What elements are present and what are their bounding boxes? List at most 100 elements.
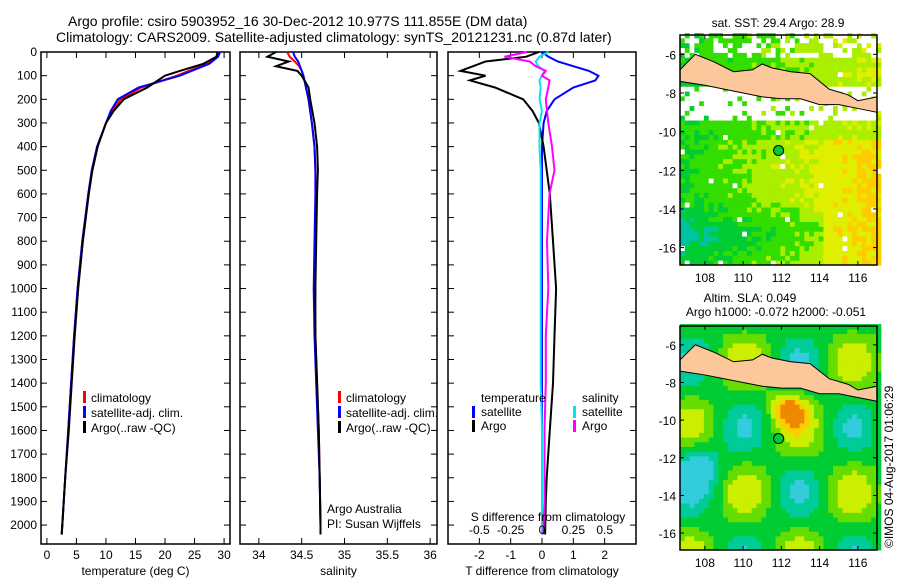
map-cell [828, 236, 834, 242]
map-cell [823, 250, 829, 256]
map-cell [761, 512, 767, 518]
map-cell [794, 342, 801, 349]
map-cell [823, 404, 829, 410]
x-axis-label: temperature (deg C) [81, 564, 189, 578]
map-cell [794, 187, 801, 194]
map-cell [756, 255, 762, 261]
map-cell [737, 451, 743, 457]
map-cell [780, 37, 786, 44]
map-cell [861, 441, 867, 447]
map-cell [742, 526, 748, 532]
map-cell [856, 535, 863, 542]
map-cell [876, 115, 882, 121]
map-cell [818, 342, 824, 349]
map-cell [742, 328, 748, 335]
map-cell [684, 493, 691, 499]
map-cell [770, 95, 777, 102]
map-cell [799, 202, 805, 208]
map-cell [751, 221, 758, 227]
map-cell [799, 197, 805, 203]
map-cell [813, 62, 820, 68]
map-cell [751, 192, 758, 198]
map-cell [794, 446, 801, 452]
map-cell [699, 95, 705, 102]
map-cell [742, 512, 748, 518]
map-cell [856, 333, 863, 339]
map-cell [852, 57, 858, 63]
map-cell [699, 531, 705, 537]
map-cell [742, 399, 748, 405]
map-cell [837, 236, 844, 242]
map-cell [804, 202, 810, 208]
map-cell [861, 498, 867, 504]
map-cell [813, 182, 820, 189]
map-cell [732, 437, 738, 443]
map-cell [799, 144, 805, 150]
map-cell [775, 163, 781, 169]
map-cell [813, 427, 820, 433]
map-cell [761, 418, 767, 424]
map-cell [742, 437, 748, 443]
map-cell [694, 86, 700, 92]
map-cell [766, 470, 772, 476]
map-cell [861, 488, 867, 495]
map-cell [847, 192, 853, 198]
map-cell [742, 139, 748, 145]
map-cell [766, 446, 772, 452]
map-cell [684, 57, 691, 63]
map-cell [761, 422, 767, 429]
map-cell [737, 526, 743, 532]
map-cell [852, 86, 858, 92]
map-cell [713, 91, 719, 97]
map-cell [876, 226, 882, 232]
map-cell [794, 57, 801, 63]
map-cell [761, 333, 767, 339]
map-cell [775, 52, 781, 58]
map-cell [770, 168, 777, 174]
map-cell [785, 52, 791, 58]
map-cell [789, 531, 796, 537]
map-cell [823, 413, 829, 419]
map-cell [708, 460, 714, 466]
map-cell [823, 245, 829, 252]
map-cell [761, 460, 767, 466]
map-cell [703, 380, 710, 386]
map-cell [746, 42, 753, 49]
map-cell [742, 507, 748, 513]
map-cell [689, 129, 695, 136]
map-cell [732, 236, 738, 242]
map-cell [708, 422, 714, 429]
map-cell [723, 380, 729, 386]
map-cell [761, 484, 767, 490]
map-cell [833, 42, 839, 49]
map-cell [833, 484, 839, 490]
map-cell [813, 422, 820, 429]
map-cell [756, 526, 762, 532]
map-cell [871, 168, 877, 174]
map-cell [718, 422, 724, 429]
map-cell [866, 498, 872, 504]
x-tick-label: 36 [423, 548, 437, 562]
map-cell [789, 488, 796, 495]
map-cell [789, 110, 796, 116]
map-cell [723, 231, 729, 237]
map-cell [694, 153, 700, 160]
map-cell [833, 178, 839, 184]
map-cell [804, 260, 810, 266]
map-cell [732, 197, 738, 203]
map-cell [828, 115, 834, 121]
map-cell [708, 100, 714, 107]
map-cell [837, 139, 844, 145]
map-cell [856, 427, 863, 433]
map-cell [761, 158, 767, 165]
map-cell [756, 460, 762, 466]
map-cell [770, 521, 777, 527]
map-cell [809, 168, 815, 174]
map-cell [732, 62, 738, 68]
map-cell [861, 465, 867, 471]
map-cell [746, 347, 753, 353]
map-cell [766, 437, 772, 443]
map-cell [723, 507, 729, 513]
map-cell [789, 408, 796, 415]
map-cell [828, 149, 834, 155]
